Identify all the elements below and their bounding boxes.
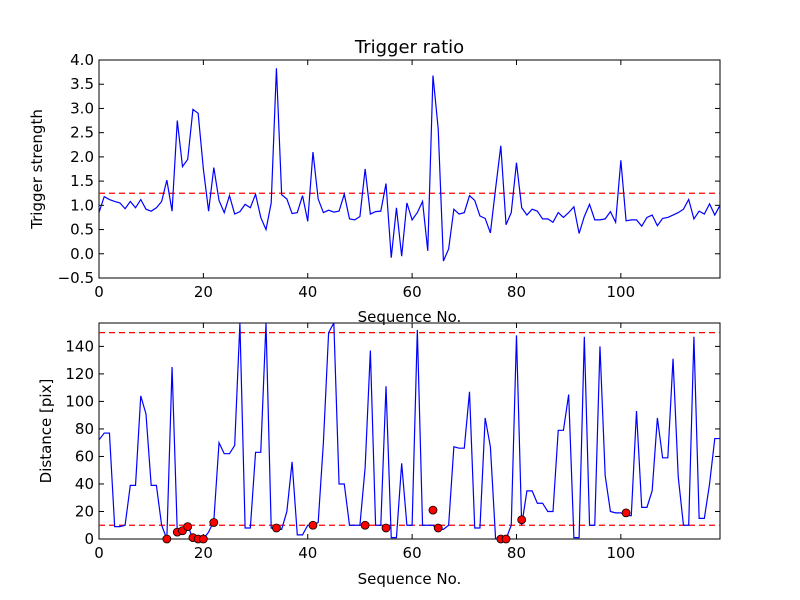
y-tick-label: 1.5: [70, 172, 94, 190]
y-axis-label: Trigger strength: [28, 109, 46, 230]
x-axis-label: Sequence No.: [358, 308, 462, 326]
y-tick-label: 3.5: [70, 75, 94, 93]
data-point: [209, 518, 219, 527]
y-tick-label: 1.0: [70, 196, 94, 214]
plot-trigger-ratio: Trigger ratio 0 20 40 60 80 100 −0.5 0.0 0.5 1.0 1…: [28, 37, 721, 326]
data-point: [272, 523, 281, 533]
markers: [162, 505, 631, 544]
y-tick-label: 100: [65, 392, 94, 410]
data-point: [183, 522, 193, 532]
y-tick-label: 80: [75, 420, 94, 438]
data-point: [198, 534, 208, 544]
data-point: [308, 520, 318, 530]
chart-title: Trigger ratio: [354, 37, 464, 58]
y-tick-label: 4.0: [70, 51, 94, 69]
y-tick-label: 60: [75, 447, 94, 465]
y-tick-label: 140: [65, 337, 94, 355]
y-tick-label: 0.0: [70, 245, 94, 263]
axes-frame: [98, 59, 721, 279]
data-point: [517, 515, 527, 525]
y-tick-label: 40: [75, 475, 94, 493]
data-point: [621, 508, 631, 518]
x-tick-label: 80: [507, 544, 526, 562]
data-point: [162, 534, 172, 544]
x-tick-label: 60: [403, 544, 422, 562]
y-tick-label: 3.0: [70, 99, 94, 117]
x-tick-label: 60: [403, 283, 422, 301]
series-lines: [99, 68, 720, 262]
x-tick-label: 40: [298, 283, 317, 301]
series-line: [99, 68, 720, 262]
y-tick-label: −0.5: [58, 269, 94, 287]
series-line: [99, 323, 720, 539]
x-tick-label: 0: [94, 544, 104, 562]
x-tick-label: 80: [507, 283, 526, 301]
y-tick-label: 120: [65, 365, 94, 383]
data-point: [428, 505, 438, 515]
y-tick-label: 2.5: [70, 124, 94, 142]
data-point: [433, 523, 443, 533]
x-tick-label: 100: [607, 544, 636, 562]
x-tick-label: 100: [607, 283, 636, 301]
data-point: [360, 520, 370, 530]
data-point: [501, 534, 511, 544]
x-tick-label: 0: [94, 283, 104, 301]
y-tick-label: 0: [84, 530, 94, 548]
series-lines: [99, 323, 720, 539]
axes-frame: [98, 322, 721, 540]
x-tick-label: 40: [298, 544, 317, 562]
plot-distance: 0 20 40 60 80 100 0 20 40 60 80 100 120 140 Sequence …: [37, 322, 721, 588]
tick-marks: 0 20 40 60 80 100 −0.5 0.0 0.5 1.0 1.5 2.0 2.5 3.0 3.5…: [58, 51, 720, 301]
tick-marks: 0 20 40 60 80 100 0 20 40 60 80 100 120 140: [65, 323, 720, 562]
x-tick-label: 20: [194, 544, 213, 562]
y-axis-label: Distance [pix]: [37, 379, 55, 484]
x-tick-label: 20: [194, 283, 213, 301]
y-tick-label: 20: [75, 502, 94, 520]
threshold-lines: [99, 332, 720, 526]
data-point: [381, 523, 391, 533]
y-tick-label: 2.0: [70, 148, 94, 166]
x-axis-label: Sequence No.: [358, 570, 462, 588]
y-tick-label: 0.5: [70, 221, 94, 239]
